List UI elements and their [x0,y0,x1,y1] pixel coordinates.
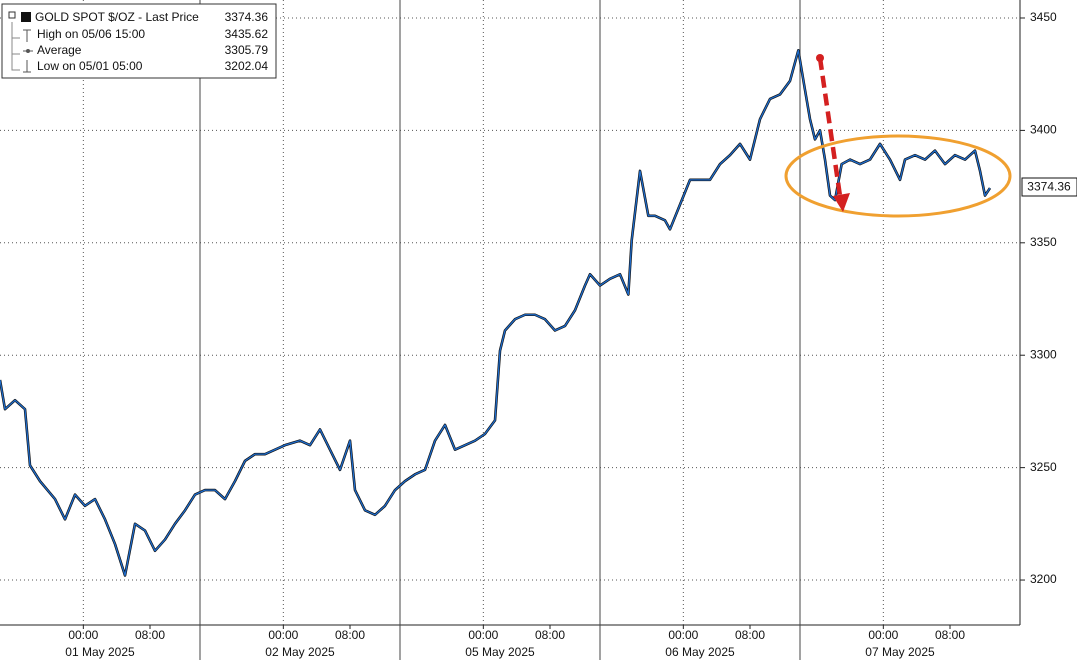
legend-label: Low on 05/01 05:00 [37,59,143,73]
legend-avg-dot [26,49,30,53]
price-line [0,49,991,577]
legend-rows: High on 05/06 15:00 3435.62 Average 3305.79… [37,27,268,73]
x-tick-label: 00:00 [868,628,898,642]
legend-value: 3435.62 [225,27,269,41]
legend-swatch [21,12,31,22]
last-price-label: 3374.36 [1027,180,1071,194]
legend-toggle [8,11,16,19]
x-tick-label: 08:00 [535,628,565,642]
legend-series-name: GOLD SPOT $/OZ - Last Price [35,10,199,24]
legend: GOLD SPOT $/OZ - Last Price 3374.36 High… [1,3,277,79]
drop-arrow [817,57,843,197]
legend-label: High on 05/06 15:00 [37,27,145,41]
arrow-start [816,54,824,62]
y-tick-label: 3400 [1030,123,1057,137]
x-tick-label: 08:00 [135,628,165,642]
x-tick-label: 08:00 [735,628,765,642]
legend-value: 3305.79 [225,43,269,57]
y-tick-label: 3350 [1030,235,1057,249]
legend-value: 3202.04 [225,59,269,73]
legend-low-icon [23,60,31,73]
x-date-label: 01 May 2025 [65,645,135,659]
y-tick-label: 3300 [1030,347,1057,361]
legend-label: Average [37,43,82,57]
x-tick-label: 00:00 [268,628,298,642]
plot [0,49,992,577]
x-date-label: 06 May 2025 [665,645,735,659]
x-tick-label: 00:00 [668,628,698,642]
legend-series-value: 3374.36 [225,10,269,24]
x-date-label: 05 May 2025 [465,645,535,659]
x-tick-label: 00:00 [468,628,498,642]
last-price-tag [1021,177,1077,197]
legend-box [1,3,277,79]
legend-high-icon [23,29,31,42]
arrow-head [833,193,850,212]
highlight-ellipse [784,134,1012,218]
x-tick-label: 00:00 [68,628,98,642]
y-tick-label: 3450 [1030,10,1057,24]
y-tick-label: 3250 [1030,460,1057,474]
x-tick-label: 08:00 [935,628,965,642]
y-tick-label: 3200 [1030,572,1057,586]
x-date-label: 07 May 2025 [865,645,935,659]
x-tick-label: 08:00 [335,628,365,642]
legend-tree [11,22,20,71]
x-date-label: 02 May 2025 [265,645,335,659]
